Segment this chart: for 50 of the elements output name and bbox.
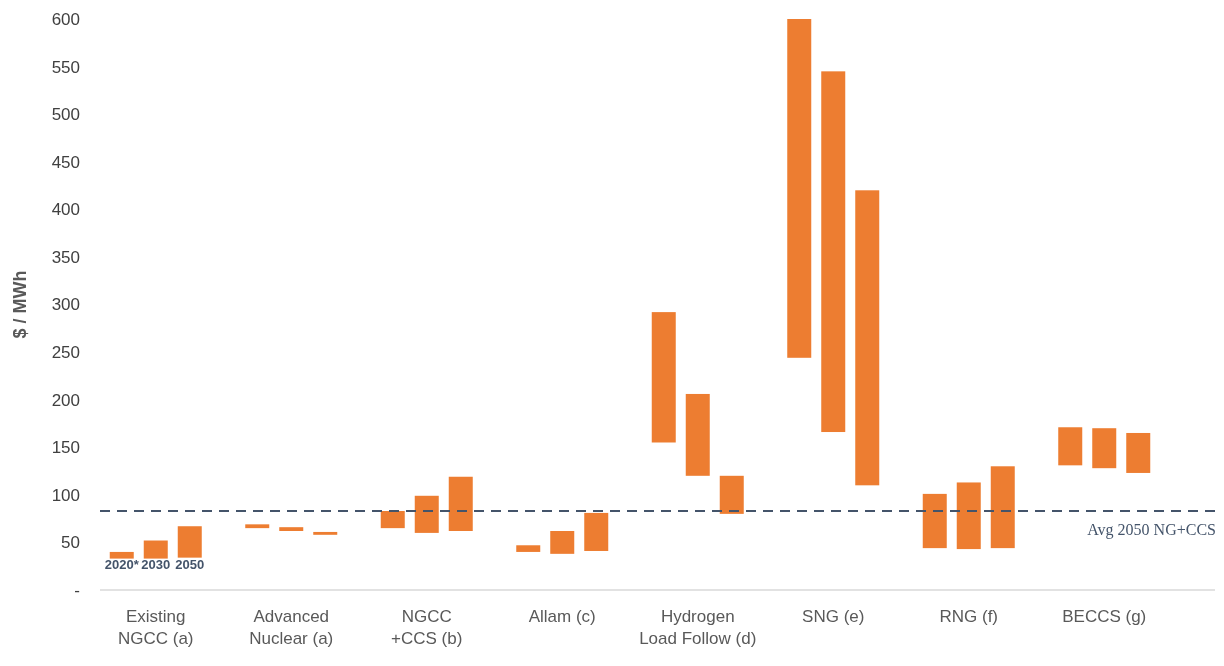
x-tick-label: Hydrogen Load Follow (d) bbox=[639, 607, 757, 648]
bar bbox=[143, 540, 168, 559]
y-tick-label: 100 bbox=[51, 485, 80, 505]
bar bbox=[550, 531, 575, 554]
bar bbox=[516, 545, 541, 552]
x-tick-label: NGCC +CCS (b) bbox=[391, 607, 463, 648]
bar bbox=[1092, 428, 1117, 469]
bar bbox=[956, 482, 981, 550]
bar bbox=[279, 527, 304, 531]
bar bbox=[787, 19, 812, 358]
y-tick-label: 150 bbox=[51, 438, 80, 458]
x-tick-label: Advanced Nuclear (a) bbox=[249, 607, 334, 648]
y-tick-label: 600 bbox=[51, 9, 80, 29]
x-tick-label: Allam (c) bbox=[528, 607, 596, 626]
y-tick-label: 500 bbox=[51, 105, 80, 125]
bar bbox=[109, 551, 134, 559]
y-tick-label: 200 bbox=[51, 390, 80, 410]
bar bbox=[245, 524, 270, 529]
bar bbox=[922, 493, 947, 549]
bar bbox=[1058, 427, 1083, 466]
ref-line-label: Avg 2050 NG+CCS bbox=[1087, 520, 1216, 539]
y-tick-label: 300 bbox=[51, 295, 80, 315]
bar bbox=[414, 495, 439, 533]
bar bbox=[313, 531, 338, 535]
y-axis-title: $ / MWh bbox=[10, 270, 30, 339]
y-tick-label: 350 bbox=[51, 247, 80, 267]
y-tick-label: - bbox=[74, 580, 80, 600]
bar bbox=[177, 526, 202, 558]
x-tick-label: RNG (f) bbox=[939, 607, 999, 626]
y-tick-label: 250 bbox=[51, 343, 80, 363]
series-label: 2030 bbox=[141, 556, 171, 572]
bar bbox=[855, 190, 880, 486]
x-tick-label: Existing NGCC (a) bbox=[117, 607, 194, 648]
y-tick-label: 550 bbox=[51, 57, 80, 77]
y-tick-label: 50 bbox=[61, 533, 80, 553]
bar bbox=[448, 476, 473, 531]
bar bbox=[685, 393, 710, 476]
bar bbox=[1126, 432, 1151, 473]
x-tick-label: SNG (e) bbox=[802, 607, 865, 626]
bar bbox=[380, 511, 405, 529]
series-label: 2050 bbox=[175, 556, 205, 572]
bar bbox=[584, 512, 609, 551]
bar bbox=[719, 475, 744, 514]
y-tick-label: 450 bbox=[51, 152, 80, 172]
series-label: 2020* bbox=[104, 556, 140, 572]
bar bbox=[821, 71, 846, 433]
bar bbox=[990, 466, 1015, 549]
bar bbox=[651, 312, 676, 443]
y-tick-label: 400 bbox=[51, 200, 80, 220]
x-tick-label: BECCS (g) bbox=[1062, 607, 1147, 626]
